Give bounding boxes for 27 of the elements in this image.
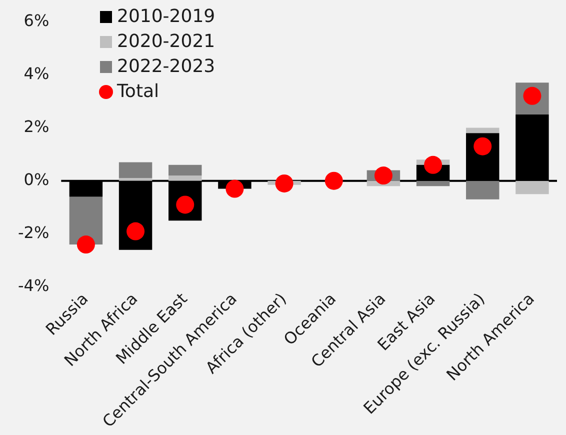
y-tick-label: 0% [24, 170, 50, 189]
point [374, 166, 392, 185]
point [324, 172, 343, 190]
y-tick-label: -2% [18, 223, 50, 242]
bar [118, 178, 152, 181]
legend-label: 2022-2023 [117, 55, 216, 79]
bar [168, 176, 202, 181]
legend-label: 2020-2021 [117, 30, 216, 54]
bar [416, 180, 450, 186]
bar [168, 164, 202, 176]
legend-label: Total [117, 80, 160, 104]
legend-label: 2010-2019 [117, 5, 216, 29]
y-tick-label: 6% [24, 10, 50, 30]
point [275, 174, 294, 192]
point [474, 137, 492, 156]
bar [118, 162, 152, 178]
point [424, 156, 442, 174]
y-tick-label: -4% [18, 276, 50, 296]
y-tick-label: 2% [24, 116, 50, 136]
point [126, 222, 145, 240]
bar [466, 180, 500, 200]
bar [69, 196, 103, 245]
point [76, 236, 95, 254]
bar [516, 180, 549, 194]
y-tick-label: 4% [24, 64, 50, 83]
bar [466, 128, 500, 134]
point [226, 180, 244, 198]
